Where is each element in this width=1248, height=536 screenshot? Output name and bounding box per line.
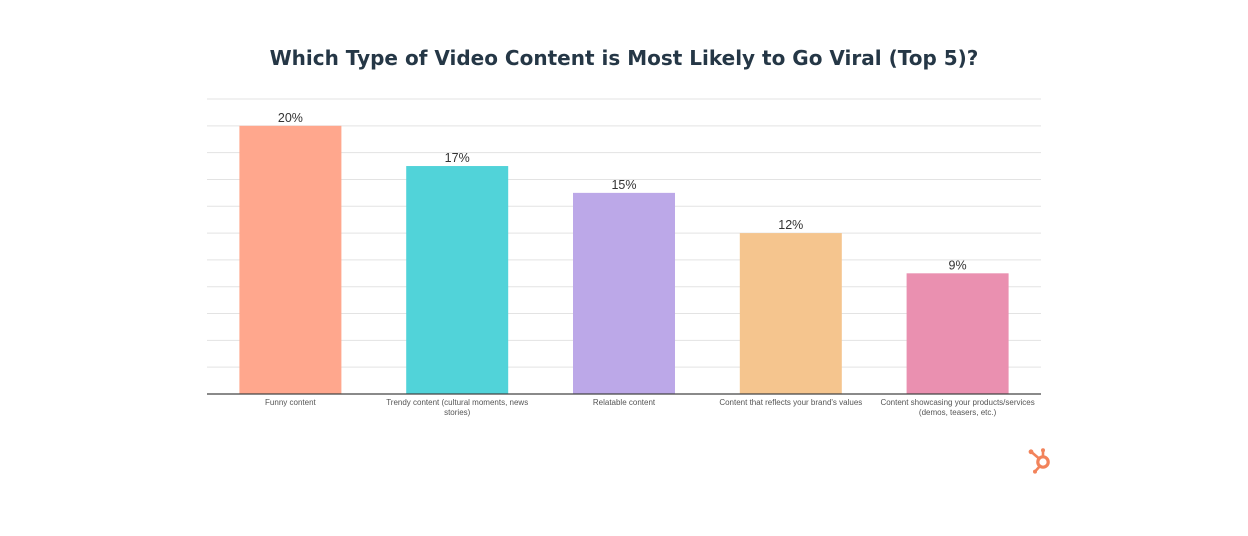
category-label: Funny content: [265, 398, 316, 407]
category-label: Relatable content: [593, 398, 656, 407]
bar: [406, 166, 509, 394]
category-label: (demos, teasers, etc.): [919, 408, 997, 417]
bar: [573, 192, 675, 394]
category-label: Trendy content (cultural moments, news: [386, 398, 528, 407]
data-label: 9%: [949, 258, 967, 272]
bars: [239, 125, 1009, 395]
data-label: 20%: [278, 111, 303, 125]
bar: [239, 125, 342, 395]
data-label: 15%: [611, 178, 636, 192]
data-labels: 20% 17% 15% 12% 9%: [278, 111, 967, 272]
chart-title: Which Type of Video Content is Most Like…: [269, 46, 979, 70]
bar: [906, 273, 1009, 394]
category-label: Content that reflects your brand's value…: [719, 398, 862, 407]
category-labels: Funny content Trendy content (cultural mo…: [265, 398, 1035, 417]
bar: [739, 233, 842, 394]
category-label: Content showcasing your products/service…: [880, 398, 1034, 407]
data-label: 12%: [778, 218, 803, 232]
sprocket-logo-icon: [1028, 448, 1050, 474]
data-label: 17%: [445, 151, 470, 165]
category-label: stories): [444, 408, 471, 417]
